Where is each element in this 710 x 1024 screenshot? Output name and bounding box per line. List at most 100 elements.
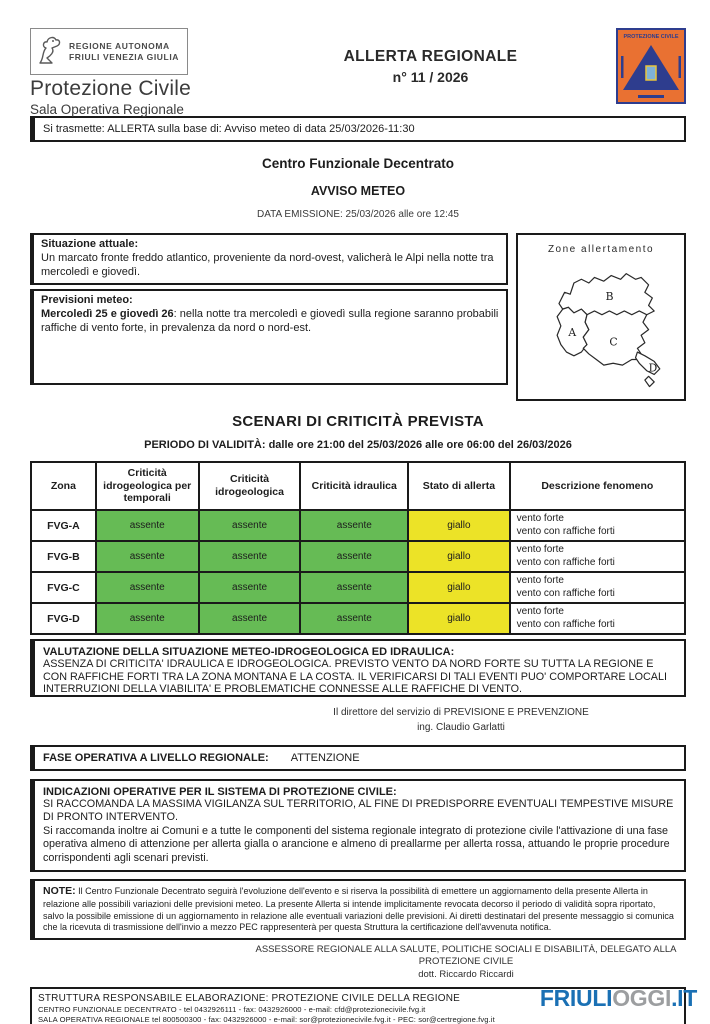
previsioni-heading: Previsioni meteo: <box>41 294 133 306</box>
idrogeologica-cell: assente <box>197 571 302 604</box>
idrogeologica-cell: assente <box>197 602 302 635</box>
col-header-zona: Zona <box>30 461 97 511</box>
col-header-idraulica: Criticità idraulica <box>299 461 410 511</box>
temporali-cell: assente <box>94 509 200 542</box>
idrogeologica-cell: assente <box>197 540 302 573</box>
temporali-cell: assente <box>94 602 200 635</box>
situazione-body: Un marcato fronte freddo atlantico, prov… <box>41 251 494 278</box>
direttore-role: Il direttore del servizio di PREVISIONE … <box>333 707 589 718</box>
col-header-descrizione: Descrizione fenomeno <box>508 461 687 511</box>
allerta-cell: giallo <box>407 540 511 573</box>
previsioni-meteo-box: Previsioni meteo: Mercoledì 25 e giovedì… <box>30 289 508 385</box>
document-title: ALLERTA REGIONALE <box>343 48 518 65</box>
map-zone-c-shape <box>582 310 650 366</box>
valutazione-box: VALUTAZIONE DELLA SITUAZIONE METEO-IDROG… <box>30 639 686 697</box>
protezione-civile-logo: PROTEZIONE CIVILE <box>616 28 686 104</box>
region-logo-box: REGIONE AUTONOMA FRIULI VENEZIA GIULIA <box>30 28 189 75</box>
footer-line2: CENTRO FUNZIONALE DECENTRATO - tel 04329… <box>38 1005 426 1015</box>
table-row-fvg-b: FVG-B assente assente assente giallo ven… <box>30 540 687 573</box>
descrizione-line1: vento forte <box>516 544 564 555</box>
descrizione-line2: vento con raffiche forti <box>516 556 615 568</box>
scenari-title: SCENARI DI CRITICITÀ PREVISTA <box>232 413 484 430</box>
footer-line3: SALA OPERATIVA REGIONALE tel 800500300 -… <box>38 1014 495 1024</box>
descrizione-line1: vento forte <box>516 513 564 524</box>
idrogeologica-cell: assente <box>197 509 302 542</box>
note-box: NOTE: Il Centro Funzionale Decentrato se… <box>30 879 686 941</box>
org-name: Protezione Civile <box>30 77 191 100</box>
region-name-line2: FRIULI VENEZIA GIULIA <box>69 51 180 62</box>
org-unit: Sala Operativa Regionale <box>30 102 184 117</box>
region-name-line1: REGIONE AUTONOMA <box>69 40 170 51</box>
direttore-signature: Il direttore del servizio di PREVISIONE … <box>261 706 661 735</box>
transmission-bar: Si trasmette: ALLERTA sulla base di: Avv… <box>30 116 686 142</box>
friulioggi-logo-oggi: OGGI <box>612 985 672 1011</box>
descrizione-line1: vento forte <box>516 606 564 617</box>
col-header-temporali: Criticità idrogeologica per temporali <box>94 461 200 511</box>
fase-label: FASE OPERATIVA A LIVELLO REGIONALE: <box>43 752 269 764</box>
document-number: n° 11 / 2026 <box>392 69 469 85</box>
footer-line1: STRUTTURA RESPONSABILE ELABORAZIONE: PRO… <box>38 993 461 1005</box>
region-eagle-icon <box>36 33 62 70</box>
zona-cell: FVG-A <box>30 509 97 542</box>
allerta-cell: giallo <box>407 571 511 604</box>
friulioggi-logo-friuli: FRIULI <box>539 985 613 1011</box>
document-header: REGIONE AUTONOMA FRIULI VENEZIA GIULIA P… <box>30 28 686 117</box>
note-label: NOTE: <box>43 885 76 898</box>
assessore-role-line2: PROTEZIONE CIVILE <box>418 956 514 968</box>
descrizione-line2: vento con raffiche forti <box>516 587 615 599</box>
indicazioni-box: INDICAZIONI OPERATIVE PER IL SISTEMA DI … <box>30 779 686 873</box>
allerta-cell: giallo <box>407 509 511 542</box>
col-header-idrogeologica: Criticità idrogeologica <box>197 461 302 511</box>
idraulica-cell: assente <box>299 509 410 542</box>
region-brand-block: REGIONE AUTONOMA FRIULI VENEZIA GIULIA P… <box>30 28 245 117</box>
criticita-table: Zona Criticità idrogeologica per tempora… <box>30 461 687 635</box>
descrizione-cell: vento forte vento con raffiche forti <box>508 540 687 573</box>
indicazioni-heading: INDICAZIONI OPERATIVE PER IL SISTEMA DI … <box>43 786 397 798</box>
zona-cell: FVG-C <box>30 571 97 604</box>
footer-contacts-box: STRUTTURA RESPONSABILE ELABORAZIONE: PRO… <box>30 987 686 1024</box>
descrizione-cell: vento forte vento con raffiche forti <box>508 509 687 542</box>
avviso-meteo-title: AVVISO METEO <box>310 184 406 198</box>
previsioni-lead: Mercoledì 25 e giovedì 26 <box>41 307 174 320</box>
assessore-name: dott. Riccardo Riccardi <box>418 968 514 980</box>
fase-operativa-box: FASE OPERATIVA A LIVELLO REGIONALE: ATTEN… <box>30 745 686 771</box>
table-row-fvg-a: FVG-A assente assente assente giallo ven… <box>30 509 687 542</box>
idraulica-cell: assente <box>299 602 410 635</box>
note-body: Il Centro Funzionale Decentrato seguirà … <box>43 886 674 933</box>
col-header-allerta: Stato di allerta <box>407 461 511 511</box>
zone-allertamento-box: Zone allertamento B A C D <box>516 233 686 401</box>
validity-period: PERIODO DI VALIDITÀ: dalle ore 21:00 del… <box>144 439 572 451</box>
situazione-attuale-box: Situazione attuale: Un marcato fronte fr… <box>30 233 508 285</box>
direttore-name: ing. Claudio Garlatti <box>417 721 505 733</box>
map-label-b: B <box>606 290 614 303</box>
descrizione-line2: vento con raffiche forti <box>516 618 615 630</box>
indicazioni-para2: Si raccomanda inoltre ai Comuni e a tutt… <box>43 824 670 864</box>
descrizione-line2: vento con raffiche forti <box>516 525 615 537</box>
friulioggi-logo-it: .IT <box>671 985 697 1011</box>
descrizione-cell: vento forte vento con raffiche forti <box>508 602 687 635</box>
assessore-signature: ASSESSORE REGIONALE ALLA SALUTE, POLITIC… <box>246 944 686 981</box>
previsioni-body: Mercoledì 25 e giovedì 26: nella notte t… <box>41 308 499 336</box>
table-row-fvg-d: FVG-D assente assente assente giallo ven… <box>30 602 687 635</box>
title-block: ALLERTA REGIONALE n° 11 / 2026 <box>245 28 616 85</box>
valutazione-body: ASSENZA DI CRITICITA' IDRAULICA E IDROGE… <box>43 658 668 696</box>
temporali-cell: assente <box>94 540 200 573</box>
valutazione-heading: VALUTAZIONE DELLA SITUAZIONE METEO-IDROG… <box>43 646 455 658</box>
idraulica-cell: assente <box>299 571 410 604</box>
map-label-d: D <box>649 362 658 375</box>
transmission-text: Si trasmette: ALLERTA sulla base di: Avv… <box>43 123 415 135</box>
indicazioni-para1: SI RACCOMANDA LA MASSIMA VIGILANZA SUL T… <box>43 798 674 823</box>
map-title: Zone allertamento <box>547 244 655 255</box>
idraulica-cell: assente <box>299 540 410 573</box>
table-row-fvg-c: FVG-C assente assente assente giallo ven… <box>30 571 687 604</box>
pc-logo-label: PROTEZIONE CIVILE <box>623 34 678 40</box>
cfd-title: Centro Funzionale Decentrato <box>261 156 455 171</box>
table-header-row: Zona Criticità idrogeologica per tempora… <box>30 461 687 511</box>
map-zone-d-shape <box>634 351 661 376</box>
fase-value: ATTENZIONE <box>290 752 360 764</box>
emission-date: DATA EMISSIONE: 25/03/2026 alle ore 12:4… <box>257 209 459 220</box>
descrizione-line1: vento forte <box>516 575 564 586</box>
allerta-cell: giallo <box>407 602 511 635</box>
zona-cell: FVG-D <box>30 602 97 635</box>
